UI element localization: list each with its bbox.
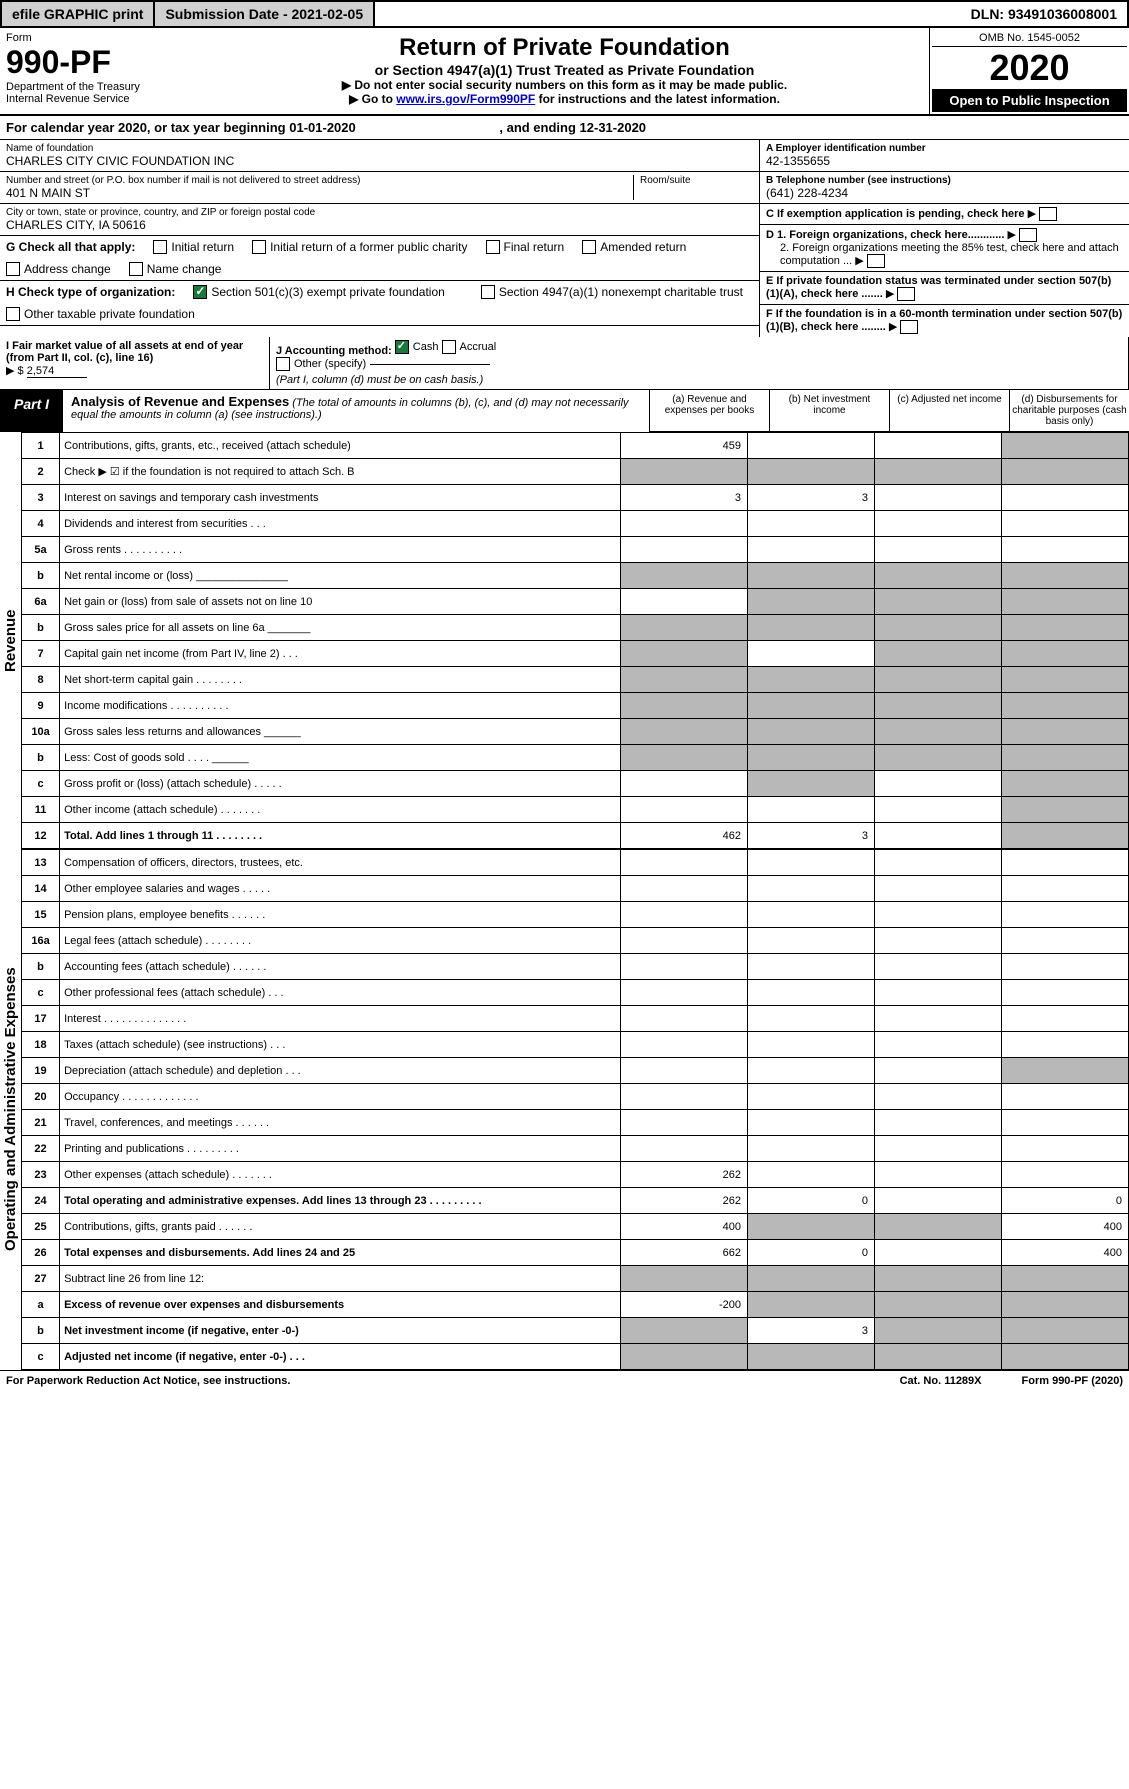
chk-name-change[interactable]: Name change [129,262,222,276]
phone-cell: B Telephone number (see instructions) (6… [760,172,1129,204]
form-header: Form 990-PF Department of the Treasury I… [0,28,1129,116]
table-row: bAccounting fees (attach schedule) . . .… [22,954,1129,980]
form-label: Form [6,32,194,44]
expenses-table: 13Compensation of officers, directors, t… [21,849,1129,1370]
col-c-header: (c) Adjusted net income [889,390,1009,432]
part1-tab: Part I [0,390,63,432]
h-check-section: H Check type of organization: Section 50… [0,281,759,326]
table-row: 14Other employee salaries and wages . . … [22,876,1129,902]
col-b-header: (b) Net investment income [769,390,889,432]
irs-label: Internal Revenue Service [6,93,194,105]
table-row: 19Depreciation (attach schedule) and dep… [22,1058,1129,1084]
chk-accrual[interactable]: Accrual [442,340,497,354]
dept-treasury: Department of the Treasury [6,81,194,93]
table-row: 12Total. Add lines 1 through 11 . . . . … [22,823,1129,849]
e-terminated: E If private foundation status was termi… [760,272,1129,305]
ein-cell: A Employer identification number 42-1355… [760,140,1129,172]
dln: DLN: 93491036008001 [961,2,1127,26]
col-a-header: (a) Revenue and expenses per books [649,390,769,432]
table-row: 10aGross sales less returns and allowanc… [22,719,1129,745]
table-row: 1Contributions, gifts, grants, etc., rec… [22,433,1129,459]
table-row: bNet rental income or (loss) ___________… [22,563,1129,589]
col-d-header: (d) Disbursements for charitable purpose… [1009,390,1129,432]
chk-address-change[interactable]: Address change [6,262,111,276]
table-row: 20Occupancy . . . . . . . . . . . . . [22,1084,1129,1110]
calendar-year-row: For calendar year 2020, or tax year begi… [0,116,1129,140]
table-row: 21Travel, conferences, and meetings . . … [22,1110,1129,1136]
chk-501c3[interactable]: Section 501(c)(3) exempt private foundat… [193,285,444,299]
g-check-section: G Check all that apply: Initial return I… [0,236,759,281]
form-title: Return of Private Foundation [206,34,923,62]
table-row: bLess: Cost of goods sold . . . . ______ [22,745,1129,771]
identity-block: Name of foundation CHARLES CITY CIVIC FO… [0,140,1129,337]
page-footer: For Paperwork Reduction Act Notice, see … [0,1370,1129,1391]
chk-other-method[interactable]: Other (specify) [276,357,490,371]
expenses-section: Operating and Administrative Expenses 13… [0,849,1129,1370]
table-row: 23Other expenses (attach schedule) . . .… [22,1162,1129,1188]
revenue-label: Revenue [0,432,21,849]
table-row: 7Capital gain net income (from Part IV, … [22,641,1129,667]
i-j-section: I Fair market value of all assets at end… [0,337,1129,390]
table-row: 11Other income (attach schedule) . . . .… [22,797,1129,823]
foundation-name-cell: Name of foundation CHARLES CITY CIVIC FO… [0,140,759,172]
table-row: 15Pension plans, employee benefits . . .… [22,902,1129,928]
efile-print-btn[interactable]: efile GRAPHIC print [2,2,155,26]
table-row: 22Printing and publications . . . . . . … [22,1136,1129,1162]
irs-link[interactable]: www.irs.gov/Form990PF [396,92,535,106]
part1-header: Part I Analysis of Revenue and Expenses … [0,390,1129,432]
chk-4947[interactable]: Section 4947(a)(1) nonexempt charitable … [481,285,743,299]
table-row: 24Total operating and administrative exp… [22,1188,1129,1214]
table-row: 6aNet gain or (loss) from sale of assets… [22,589,1129,615]
table-row: cOther professional fees (attach schedul… [22,980,1129,1006]
table-row: 26Total expenses and disbursements. Add … [22,1240,1129,1266]
table-row: 25Contributions, gifts, grants paid . . … [22,1214,1129,1240]
expenses-label: Operating and Administrative Expenses [0,849,21,1370]
tax-year: 2020 [932,47,1127,89]
submission-date: Submission Date - 2021-02-05 [155,2,375,26]
paperwork-notice: For Paperwork Reduction Act Notice, see … [6,1375,290,1387]
table-row: 4Dividends and interest from securities … [22,511,1129,537]
table-row: 9Income modifications . . . . . . . . . … [22,693,1129,719]
revenue-table: 1Contributions, gifts, grants, etc., rec… [21,432,1129,849]
table-row: aExcess of revenue over expenses and dis… [22,1292,1129,1318]
form-subtitle: or Section 4947(a)(1) Trust Treated as P… [206,62,923,78]
city-cell: City or town, state or province, country… [0,204,759,236]
chk-final-return[interactable]: Final return [486,240,565,254]
revenue-section: Revenue 1Contributions, gifts, grants, e… [0,432,1129,849]
omb-number: OMB No. 1545-0052 [932,30,1127,47]
topbar: efile GRAPHIC print Submission Date - 20… [0,0,1129,28]
table-row: 16aLegal fees (attach schedule) . . . . … [22,928,1129,954]
table-row: 27Subtract line 26 from line 12: [22,1266,1129,1292]
table-row: 13Compensation of officers, directors, t… [22,850,1129,876]
c-exemption-pending: C If exemption application is pending, c… [760,204,1129,225]
table-row: bNet investment income (if negative, ent… [22,1318,1129,1344]
chk-other-taxable[interactable]: Other taxable private foundation [6,307,195,321]
chk-initial-public[interactable]: Initial return of a former public charit… [252,240,467,254]
table-row: bGross sales price for all assets on lin… [22,615,1129,641]
d-foreign-org: D 1. Foreign organizations, check here..… [760,225,1129,272]
chk-cash[interactable]: Cash [395,340,439,354]
table-row: 17Interest . . . . . . . . . . . . . . [22,1006,1129,1032]
chk-amended-return[interactable]: Amended return [582,240,686,254]
table-row: 8Net short-term capital gain . . . . . .… [22,667,1129,693]
table-row: 2Check ▶ ☑ if the foundation is not requ… [22,459,1129,485]
table-row: cAdjusted net income (if negative, enter… [22,1344,1129,1370]
catalog-number: Cat. No. 11289X [900,1375,982,1387]
address-cell: Number and street (or P.O. box number if… [0,172,759,204]
table-row: cGross profit or (loss) (attach schedule… [22,771,1129,797]
chk-initial-return[interactable]: Initial return [153,240,234,254]
table-row: 5aGross rents . . . . . . . . . . [22,537,1129,563]
ssn-warning: ▶ Do not enter social security numbers o… [206,78,923,92]
instructions-link-line: ▶ Go to www.irs.gov/Form990PF for instru… [206,92,923,106]
form-ref: Form 990-PF (2020) [1022,1375,1123,1387]
form-number: 990-PF [6,44,194,81]
f-60month: F If the foundation is in a 60-month ter… [760,305,1129,337]
table-row: 3Interest on savings and temporary cash … [22,485,1129,511]
table-row: 18Taxes (attach schedule) (see instructi… [22,1032,1129,1058]
open-to-public: Open to Public Inspection [932,89,1127,112]
